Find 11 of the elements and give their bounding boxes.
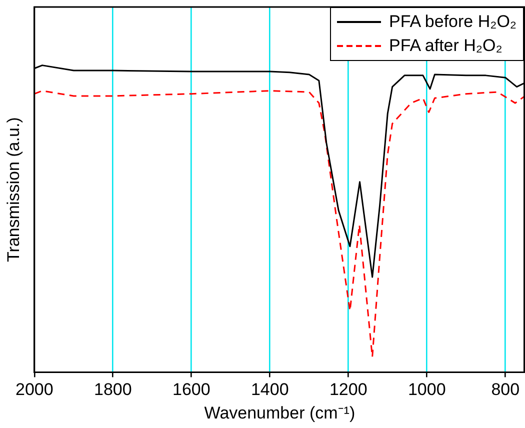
legend-label: PFA after H₂O₂ <box>389 35 502 57</box>
y-axis-title: Transmission (a.u.) <box>4 117 23 262</box>
x-tick-label: 1000 <box>408 380 446 400</box>
x-tick-label: 1200 <box>329 380 368 400</box>
x-tick-label: 800 <box>491 380 520 400</box>
x-tick-label: 1800 <box>94 380 132 400</box>
legend-label: PFA before H₂O₂ <box>389 11 517 33</box>
x-axis-title: Wavenumber (cm⁻¹) <box>204 403 356 422</box>
x-tick-label: 2000 <box>15 380 54 400</box>
x-tick-label: 1400 <box>250 380 289 400</box>
x-tick-label: 1600 <box>172 380 210 400</box>
